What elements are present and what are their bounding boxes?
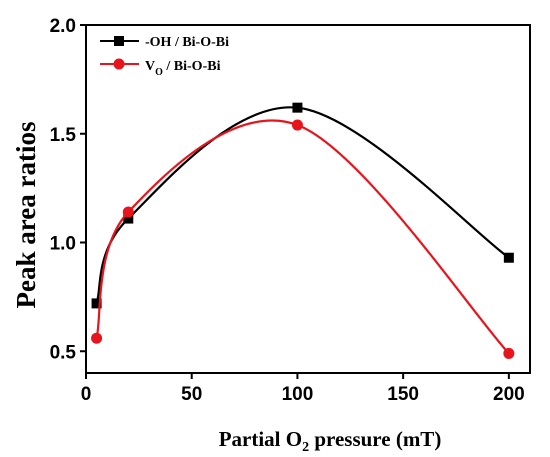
data-point [91,298,102,309]
y-tick-label: 1.5 [50,125,77,146]
series-line-1 [95,119,510,355]
x-tick-label: 200 [493,384,525,405]
data-point [503,252,514,263]
x-axis-title-main: Partial O [219,427,302,451]
legend-marker-oh [114,36,124,46]
y-axis-title: Peak area ratios [11,122,41,309]
legend-label-vo: VO / Bi-O-Bi [145,59,221,78]
legend-marker-vo [113,58,125,70]
y-tick-label: 1.0 [50,234,76,255]
legend-label-oh: -OH / Bi-O-Bi [145,35,229,50]
legend: -OH / Bi-O-Bi VO / Bi-O-Bi [100,35,229,78]
axis-ticks: 0 50 100 150 200 0.5 1.0 1.5 2.0 [50,16,525,405]
legend-entry-oh: -OH / Bi-O-Bi [100,35,229,50]
legend-label-vo-main: V [145,59,155,74]
x-tick-label: 150 [387,384,419,405]
legend-entry-vo: VO / Bi-O-Bi [100,58,221,78]
x-tick-label: 50 [181,384,202,405]
x-axis-title-rest: pressure (mT) [309,427,441,451]
x-tick-label: 0 [81,384,92,405]
legend-label-vo-rest: / Bi-O-Bi [163,59,221,74]
series-layer [91,102,515,359]
plot-frame [85,24,531,374]
data-point [122,206,134,218]
y-tick-label: 2.0 [50,16,76,37]
data-point [91,332,103,344]
y-tick-label: 0.5 [50,342,77,363]
x-tick-label: 100 [282,384,314,405]
x-axis-title-sub: 2 [302,440,309,455]
data-point [123,213,134,224]
x-axis-title: Partial O2 pressure (mT) [219,427,442,455]
legend-label-vo-sub: O [155,67,163,78]
data-point [291,119,303,131]
data-point [292,102,303,113]
data-point [503,347,515,359]
